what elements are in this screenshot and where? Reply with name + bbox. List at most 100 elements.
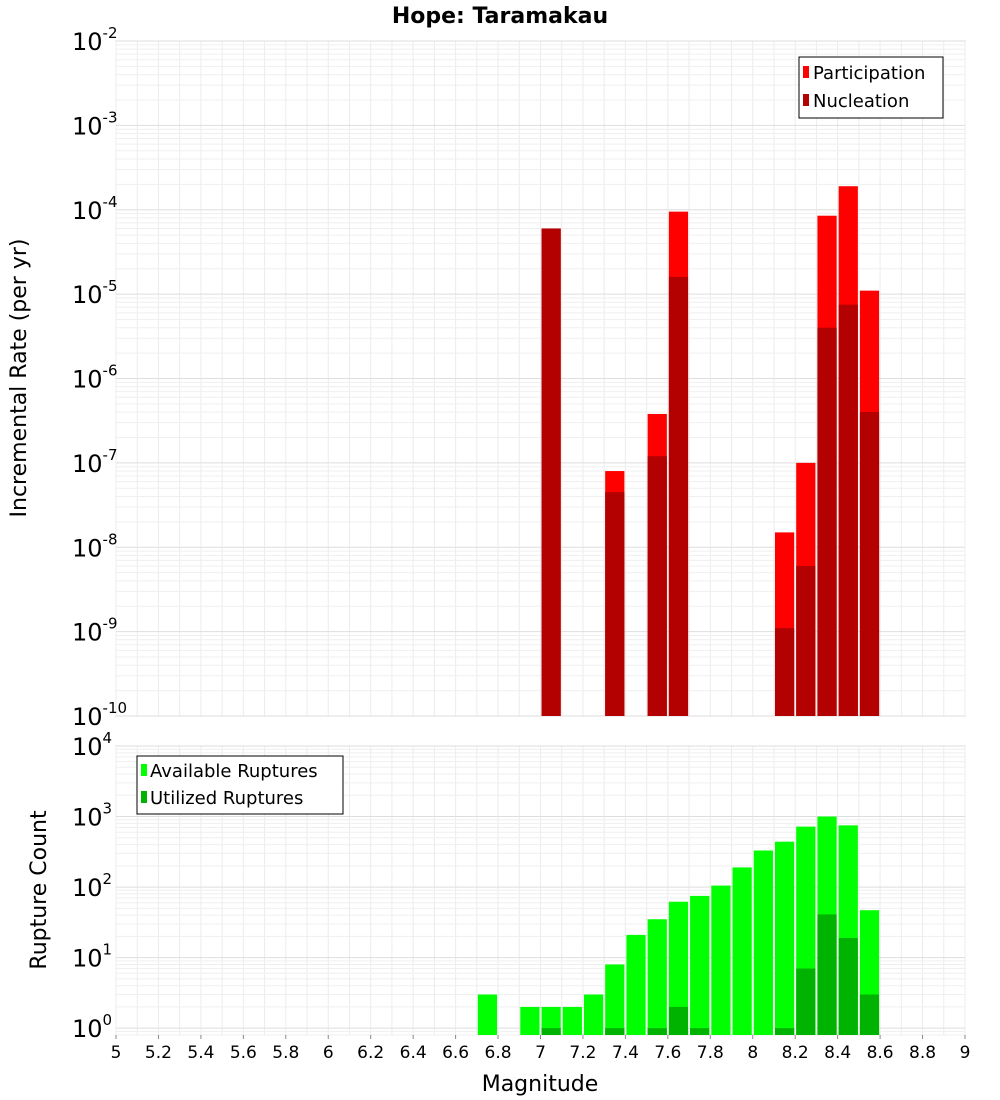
rate-y-tick-label: 10-7 <box>72 446 118 478</box>
count-y-tick-exponent: 2 <box>103 870 113 888</box>
count-bar-primary <box>732 867 752 1035</box>
rate-bar-secondary <box>774 628 795 716</box>
available-legend-swatch <box>141 764 147 776</box>
count-bar-secondary <box>668 1006 689 1035</box>
nucleation-legend-swatch <box>803 94 809 106</box>
count-y-tick-label: 101 <box>72 941 112 973</box>
count-legend: Available Ruptures Utilized Ruptures <box>136 755 344 815</box>
magnitude-tick-label: 8.8 <box>909 1043 936 1063</box>
chart-title: Hope: Taramakau <box>392 4 608 29</box>
count-bar-primary <box>562 1006 582 1035</box>
rate-y-tick-base: 10 <box>72 112 103 140</box>
rate-grid <box>115 40 966 717</box>
rate-bar-secondary <box>859 412 880 716</box>
count-bar-secondary <box>541 1028 561 1035</box>
count-bar-primary <box>647 919 667 1035</box>
count-y-tick-base: 10 <box>72 874 103 902</box>
rate-y-tick-label: 10-9 <box>72 615 118 647</box>
magnitude-x-ticks: 5 5.2 5.4 5.6 5.8 6 6.2 6.4 6.6 6.8 7 7.2 7.4 7.6 7.8 8… <box>111 1035 971 1063</box>
rate-y-tick-exponent: -9 <box>103 615 118 633</box>
rate-y-tick-base: 10 <box>72 619 103 647</box>
rate-legend-box <box>798 56 944 119</box>
rate-bars <box>541 186 880 717</box>
magnitude-tick-label: 7.4 <box>612 1043 639 1063</box>
rate-bar-secondary <box>796 565 816 716</box>
rate-y-tick-exponent: -4 <box>103 193 118 211</box>
count-bar-secondary <box>690 1028 710 1035</box>
rate-legend: Participation Nucleation <box>798 56 944 119</box>
participation-legend-swatch <box>803 66 809 78</box>
count-bar-primary <box>520 1006 540 1035</box>
magnitude-tick-label: 7.6 <box>654 1043 681 1063</box>
rate-y-tick-exponent: -7 <box>103 446 118 464</box>
count-y-tick-exponent: 1 <box>103 941 113 959</box>
magnitude-tick-label: 5.6 <box>230 1043 257 1063</box>
magnitude-tick-label: 9 <box>960 1043 971 1063</box>
count-bar-primary <box>605 964 625 1035</box>
rate-y-tick-label: 10-5 <box>72 277 118 309</box>
count-y-tick-base: 10 <box>72 733 103 761</box>
magnitude-tick-label: 6.2 <box>357 1043 384 1063</box>
magnitude-tick-label: 7.8 <box>697 1043 724 1063</box>
count-bar-secondary <box>859 994 880 1035</box>
rate-y-tick-label: 10-6 <box>72 362 118 394</box>
rate-y-tick-label: 10-10 <box>72 699 127 731</box>
count-legend-box <box>136 755 344 815</box>
available-legend-label: Available Ruptures <box>150 761 318 782</box>
rate-y-tick-base: 10 <box>72 703 103 731</box>
utilized-legend-label: Utilized Ruptures <box>150 788 303 809</box>
count-y-tick-exponent: 0 <box>103 1011 113 1029</box>
rate-y-tick-label: 10-4 <box>72 193 118 225</box>
rate-bar-secondary <box>817 327 837 716</box>
rate-y-tick-label: 10-2 <box>72 24 118 56</box>
count-y-tick-label: 104 <box>72 729 112 761</box>
rate-bar-secondary <box>605 492 625 716</box>
rate-bar-secondary <box>668 276 689 716</box>
rate-y-tick-exponent: -6 <box>103 362 118 380</box>
count-y-tick-base: 10 <box>72 945 103 973</box>
magnitude-tick-label: 7.2 <box>569 1043 596 1063</box>
count-bar-primary <box>774 841 795 1035</box>
rate-y-tick-label: 10-3 <box>72 108 118 140</box>
magnitude-tick-label: 6 <box>323 1043 334 1063</box>
participation-legend-label: Participation <box>813 63 925 84</box>
magnitude-tick-label: 6.6 <box>442 1043 469 1063</box>
rate-bar-secondary <box>647 456 667 716</box>
count-y-tick-label: 102 <box>72 870 112 902</box>
rate-y-tick-base: 10 <box>72 450 103 478</box>
magnitude-x-axis-label: Magnitude <box>482 1072 599 1097</box>
rate-y-ticks: 10-210-310-410-510-610-710-810-910-10 <box>72 24 127 731</box>
rate-y-tick-label: 10-8 <box>72 530 118 562</box>
count-bar-secondary <box>838 937 858 1035</box>
count-y-tick-base: 10 <box>72 804 103 832</box>
count-y-tick-label: 103 <box>72 800 112 832</box>
count-bar-primary <box>690 895 710 1035</box>
rate-y-tick-exponent: -8 <box>103 530 118 548</box>
rate-panel: 10-210-310-410-510-610-710-810-910-10 In… <box>7 24 966 731</box>
nucleation-legend-label: Nucleation <box>813 91 909 112</box>
count-bar-primary <box>583 994 604 1035</box>
count-y-tick-exponent: 4 <box>103 729 113 747</box>
count-bar-secondary <box>605 1028 625 1035</box>
rate-y-tick-base: 10 <box>72 534 103 562</box>
rate-y-tick-exponent: -3 <box>103 108 118 126</box>
count-bar-secondary <box>796 968 816 1035</box>
magnitude-tick-label: 5.2 <box>145 1043 172 1063</box>
rate-y-axis-label: Incremental Rate (per yr) <box>7 239 32 518</box>
magnitude-tick-label: 8.6 <box>867 1043 894 1063</box>
magnitude-tick-label: 6.8 <box>485 1043 512 1063</box>
magnitude-tick-label: 5.8 <box>272 1043 299 1063</box>
magnitude-tick-label: 7 <box>535 1043 546 1063</box>
count-bar-secondary <box>647 1028 667 1035</box>
count-bar-primary <box>477 994 498 1035</box>
magnitude-tick-label: 8.4 <box>824 1043 851 1063</box>
count-bar-primary <box>626 934 646 1035</box>
rate-y-tick-exponent: -2 <box>103 24 118 42</box>
count-y-tick-exponent: 3 <box>103 800 113 818</box>
rate-y-tick-base: 10 <box>72 197 103 225</box>
rate-bar-secondary <box>541 228 561 716</box>
count-bar-secondary <box>817 914 837 1035</box>
